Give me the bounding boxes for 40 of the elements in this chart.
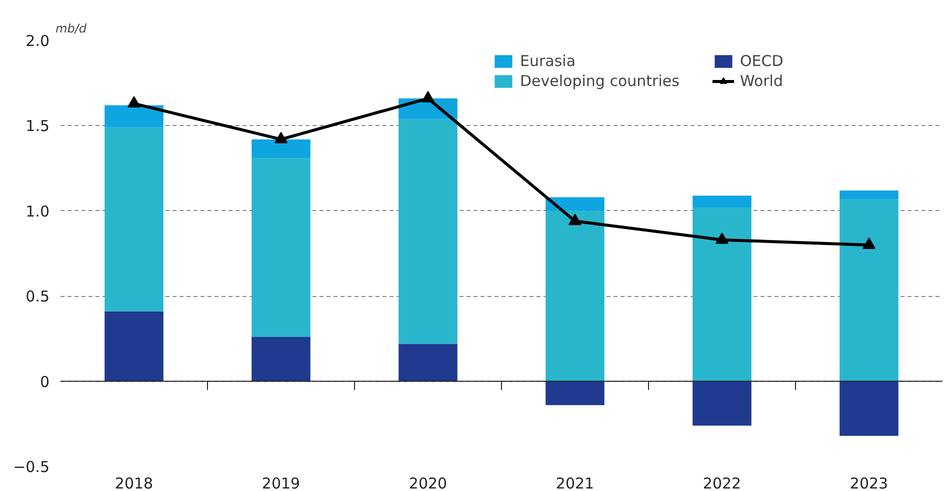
bar xyxy=(840,190,898,199)
bar xyxy=(104,105,164,128)
bar xyxy=(252,139,310,158)
x-tick-label: 2019 xyxy=(262,474,300,491)
point xyxy=(568,214,582,226)
point xyxy=(128,96,140,108)
bar xyxy=(546,381,604,406)
legend-label: OECD xyxy=(740,52,784,70)
bar xyxy=(252,158,310,337)
bar xyxy=(840,381,898,436)
y-tick-label: −0.5 xyxy=(13,458,50,476)
legend-label: Eurasia xyxy=(520,52,577,70)
y-tick-label: 2.0 xyxy=(26,32,50,50)
bar xyxy=(104,127,164,312)
legend-label: World xyxy=(740,72,784,90)
bar xyxy=(104,311,164,382)
point xyxy=(862,238,876,249)
y-tick-label: 1.5 xyxy=(26,117,50,136)
bar xyxy=(546,210,604,382)
point xyxy=(422,91,434,102)
point xyxy=(716,232,728,244)
y-tick-label: 1.0 xyxy=(26,202,50,220)
x-tick-label: 2023 xyxy=(850,474,888,491)
legend-label: Developing countries xyxy=(520,72,680,90)
x-tick-label: 2022 xyxy=(702,474,742,491)
point xyxy=(274,132,288,144)
bar xyxy=(252,336,310,382)
bar xyxy=(692,381,752,426)
bar xyxy=(692,207,752,382)
y-axis-title: mb/d xyxy=(56,22,87,36)
x-tick-label: 2018 xyxy=(114,474,154,491)
bar xyxy=(398,344,458,382)
y-tick-label: 0.5 xyxy=(26,288,50,306)
x-tick-label: 2020 xyxy=(408,474,448,491)
bar xyxy=(546,197,604,211)
bar xyxy=(692,196,752,208)
bar xyxy=(398,118,458,344)
y-tick-label: 0 xyxy=(40,372,50,391)
bar xyxy=(840,198,898,382)
x-tick-label: 2021 xyxy=(556,474,594,491)
